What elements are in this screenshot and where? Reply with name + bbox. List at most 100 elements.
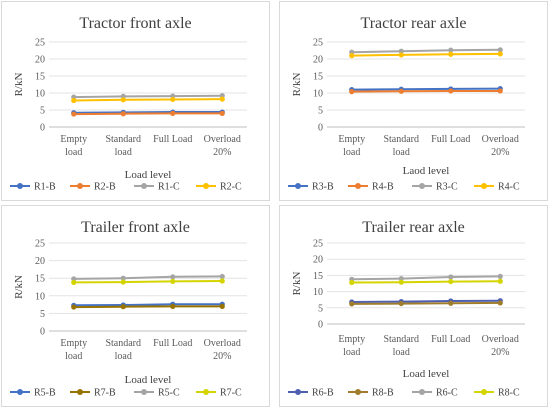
legend-label: R6-B bbox=[312, 388, 334, 399]
legend-swatch-marker bbox=[481, 389, 487, 395]
y-axis-label: R/kN bbox=[291, 73, 303, 97]
x-tick-label-line: Overload bbox=[204, 338, 241, 349]
y-tick-label: 20 bbox=[313, 55, 323, 66]
x-tick-label: Full Load bbox=[431, 134, 470, 145]
x-tick-label-line: Empty bbox=[338, 334, 365, 345]
legend-label: R8-C bbox=[498, 388, 520, 399]
x-tick-label-line: Standard bbox=[105, 134, 141, 145]
chart-svg: Trailer front axle 0 5 10 15 20 25 R/kN Empty loa… bbox=[10, 219, 247, 399]
data-point-R2-B bbox=[120, 111, 126, 117]
x-tick-label: Overload 20% bbox=[482, 134, 519, 158]
series-line-R3-B bbox=[351, 87, 501, 91]
x-tick-label-line: Standard bbox=[383, 134, 419, 145]
y-tick-label: 20 bbox=[313, 255, 323, 266]
legend-swatch-marker bbox=[419, 389, 425, 395]
x-tick-label-line: 20% bbox=[491, 147, 509, 158]
data-point-R6-C bbox=[497, 273, 503, 279]
y-tick-label: 5 bbox=[40, 309, 45, 320]
x-tick-label: Empty load bbox=[338, 134, 365, 158]
legend-swatch-marker bbox=[77, 389, 83, 395]
x-tick-label: Standard load bbox=[383, 334, 419, 358]
x-tick-label-line: Empty bbox=[60, 338, 87, 349]
x-tick-label-line: load bbox=[393, 147, 410, 158]
y-tick-label: 25 bbox=[35, 38, 45, 49]
x-tick-label-line: load bbox=[343, 347, 360, 358]
x-tick-label-line: Full Load bbox=[153, 134, 192, 145]
y-tick-label: 15 bbox=[35, 72, 45, 83]
data-point-R4-B bbox=[349, 89, 355, 95]
legend-swatch-marker bbox=[141, 183, 147, 189]
x-tick-label-line: 20% bbox=[213, 351, 231, 362]
data-point-R5-C bbox=[120, 275, 126, 281]
legend-label: R2-B bbox=[94, 182, 116, 193]
chart-panel-tractor-front-axle: Tractor front axle 0 5 10 15 20 25 R/kN Empty loa… bbox=[1, 1, 270, 201]
legend-label: R6-C bbox=[436, 388, 458, 399]
chart-title: Tractor front axle bbox=[79, 15, 191, 32]
legend-swatch-marker bbox=[355, 183, 361, 189]
series-line-R6-C bbox=[351, 275, 501, 281]
legend-label: R7-C bbox=[220, 388, 242, 399]
x-tick-label-line: Empty bbox=[60, 134, 87, 145]
data-point-R7-B bbox=[170, 303, 176, 309]
chart-svg: Tractor front axle 0 5 10 15 20 25 R/kN Empty loa… bbox=[10, 15, 247, 193]
data-point-R3-C bbox=[497, 47, 503, 53]
series-line-R1-C bbox=[73, 94, 223, 99]
x-tick-label: Overload 20% bbox=[482, 334, 519, 358]
data-point-R8-B bbox=[398, 300, 404, 307]
x-tick-label-line: Overload bbox=[482, 134, 519, 145]
chart-title: Trailer front axle bbox=[81, 219, 190, 236]
legend-swatch-marker bbox=[203, 389, 209, 395]
data-point-R8-B bbox=[497, 300, 503, 306]
x-tick-label-line: Standard bbox=[383, 334, 419, 345]
y-tick-label: 0 bbox=[40, 327, 45, 338]
x-axis-label: Load level bbox=[403, 368, 450, 380]
data-point-R7-B bbox=[71, 304, 77, 310]
data-point-R8-B bbox=[349, 301, 355, 307]
legend-swatch-marker bbox=[17, 183, 23, 189]
legend-swatch-marker bbox=[77, 183, 83, 189]
data-point-R4-B bbox=[448, 88, 454, 94]
data-point-R4-C bbox=[398, 52, 404, 58]
x-tick-label: Standard load bbox=[383, 134, 419, 158]
legend-swatch-marker bbox=[295, 183, 301, 189]
series-line-R7-C bbox=[73, 280, 223, 284]
chart-title: Tractor rear axle bbox=[360, 15, 466, 32]
data-point-R4-C bbox=[349, 53, 355, 59]
x-tick-label: Empty load bbox=[60, 338, 87, 362]
series-line-R2-B bbox=[73, 112, 223, 116]
y-axis-label: R/kN bbox=[291, 272, 303, 296]
legend-swatch-marker bbox=[17, 389, 23, 395]
y-tick-label: 5 bbox=[40, 106, 45, 117]
x-tick-label-line: load bbox=[393, 347, 410, 358]
x-tick-label: Full Load bbox=[431, 334, 470, 345]
y-tick-label: 25 bbox=[35, 239, 45, 250]
y-axis-label: R/kN bbox=[13, 275, 25, 299]
y-tick-label: 5 bbox=[318, 106, 323, 117]
data-point-R5-C bbox=[170, 274, 176, 280]
legend-label: R5-B bbox=[34, 388, 56, 399]
x-tick-label-line: 20% bbox=[491, 347, 509, 358]
x-axis-label: Load level bbox=[125, 169, 172, 181]
y-tick-label: 0 bbox=[318, 320, 323, 331]
data-point-R7-B bbox=[120, 304, 126, 310]
x-axis-label: Laod level bbox=[403, 165, 450, 177]
data-point-R4-B bbox=[497, 88, 503, 94]
legend-label: R1-C bbox=[158, 182, 180, 193]
legend-label: R7-B bbox=[94, 388, 116, 399]
data-point-R2-C bbox=[71, 97, 77, 104]
series-line-R8-B bbox=[351, 301, 501, 305]
y-tick-label: 25 bbox=[313, 239, 323, 250]
y-tick-label: 0 bbox=[40, 123, 45, 134]
chart-svg: Trailer rear axle 0 5 10 15 20 25 R/kN Empty load… bbox=[288, 219, 525, 399]
data-point-R7-B bbox=[219, 303, 225, 309]
x-tick-label: Standard load bbox=[105, 134, 141, 158]
y-axis-label: R/kN bbox=[13, 73, 25, 97]
series-line-R7-B bbox=[73, 305, 223, 309]
x-tick-label: Full Load bbox=[153, 134, 192, 145]
x-tick-label: Empty load bbox=[60, 134, 87, 158]
chart-panel-tractor-rear-axle: Tractor rear axle 0 5 10 15 20 25 R/kN Empty load… bbox=[279, 1, 548, 201]
data-point-R3-C bbox=[398, 48, 404, 54]
series-line-R5-B bbox=[73, 303, 223, 307]
series-line-R4-B bbox=[351, 90, 501, 93]
chart-svg: Tractor rear axle 0 5 10 15 20 25 R/kN Empty load… bbox=[288, 15, 525, 193]
